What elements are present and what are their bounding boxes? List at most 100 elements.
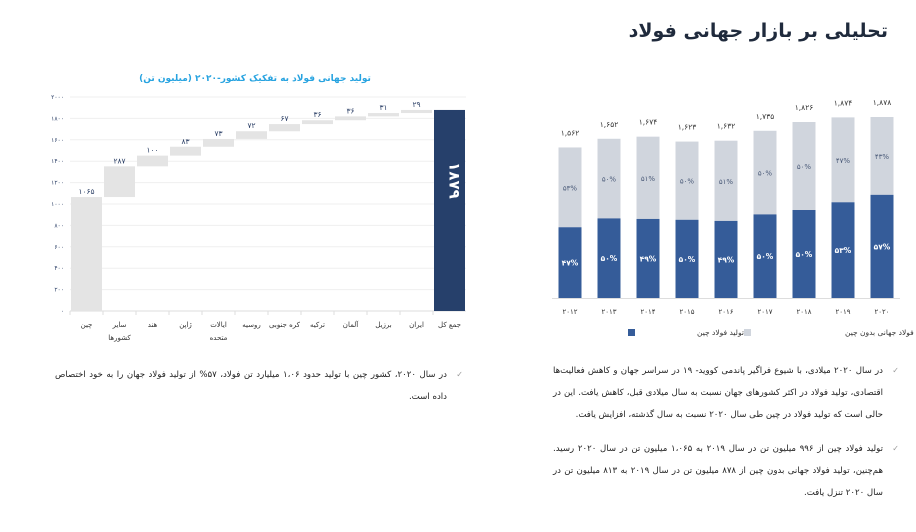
bar-segment-world-excl-china [558, 147, 582, 228]
total-label: ۱,۶۷۴ [639, 118, 658, 127]
x-tick-label: جمع کل [438, 321, 461, 329]
bar-segment-china [558, 227, 582, 298]
data-label: ۳۶ [313, 110, 321, 119]
share-label: ۵۰% [601, 254, 618, 263]
bar-segment-world-excl-china [714, 140, 738, 221]
x-tick-label: ۲۰۱۵ [679, 308, 694, 316]
x-tick-label: روسیه [242, 321, 261, 329]
check-bullet-icon: ✓ [456, 370, 463, 379]
x-tick-label: ایران [409, 321, 424, 329]
waterfall-bar [71, 197, 102, 311]
y-tick-label: ۸۰۰ [54, 222, 64, 229]
data-label: ۱۰۰ [146, 146, 158, 155]
data-label: ۷۲ [247, 121, 255, 130]
x-tick-label: سایر [112, 321, 127, 329]
waterfall-bar [236, 131, 267, 139]
share-label: ۵۰% [679, 255, 696, 264]
waterfall-bar [302, 120, 333, 125]
share-label: ۴۹% [718, 255, 735, 264]
legend-label-world-excl-china: تولید فولاد جهانی بدون چین [845, 328, 916, 337]
share-label: ۴۷% [562, 259, 579, 268]
total-label: ۱,۶۳۲ [717, 122, 736, 131]
data-label: ۶۷ [280, 114, 288, 123]
share-label: ۵۰% [796, 250, 813, 259]
x-tick-label: چین [81, 321, 93, 329]
x-tick-label: ۲۰۲۰ [874, 308, 889, 316]
waterfall-bar [401, 109, 432, 114]
share-label: ۵۳% [563, 184, 578, 192]
bar-segment-china [831, 202, 855, 298]
share-label: ۵۰% [602, 176, 617, 184]
total-bar [434, 109, 465, 312]
legend-swatch-world-excl-china [744, 329, 751, 336]
y-tick-label: ۱۶۰۰ [51, 137, 64, 144]
paragraph-text: در سال ۲۰۲۰ میلادی، با شیوع فراگیر پاندم… [553, 366, 883, 420]
x-tick-label: ۲۰۱۹ [835, 308, 850, 316]
share-label: ۵۱% [641, 175, 656, 183]
x-tick-label: ۲۰۱۲ [562, 308, 577, 316]
share-label: ۴۳% [875, 153, 890, 161]
bar-segment-world-excl-china [870, 117, 894, 195]
legend-swatch-china [628, 329, 635, 336]
x-tick-label: ۲۰۱۷ [757, 308, 772, 316]
share-label: ۵۰% [758, 170, 773, 178]
waterfall-bar [137, 155, 168, 167]
x-tick-label: هند [148, 321, 158, 329]
x-tick-label: ۲۰۱۴ [640, 308, 655, 316]
x-tick-label: ۲۰۱۶ [718, 308, 733, 316]
y-tick-label: ۲۰۰۰ [51, 94, 64, 101]
bar-segment-world-excl-china [636, 136, 660, 219]
x-tick-label: آلمان [343, 320, 359, 329]
y-tick-label: ۱۸۰۰ [51, 115, 64, 122]
data-label: ۲۸۷ [113, 156, 125, 165]
bar-segment-world-excl-china [675, 141, 699, 220]
data-label: ۳۱ [379, 103, 387, 112]
x-tick-label: برزیل [375, 321, 391, 329]
y-tick-label: ۱۴۰۰ [51, 158, 64, 165]
page-title: تحلیلی بر بازار جهانی فولاد [628, 20, 888, 42]
share-label: ۵۰% [797, 163, 812, 171]
bar-segment-china [870, 194, 894, 298]
waterfall-bar [203, 138, 234, 147]
paragraph-text: تولید فولاد چین از ۹۹۶ میلیون تن در سال … [553, 444, 883, 498]
data-label: ۲۹ [412, 100, 420, 109]
waterfall-bar [104, 166, 135, 198]
x-tick-label: ترکیه [310, 321, 325, 329]
y-tick-label: ۱۲۰۰ [51, 180, 64, 187]
bar-segment-world-excl-china [792, 122, 816, 211]
total-label: ۱,۶۵۲ [600, 120, 619, 129]
paragraph-covid-impact: ✓ در سال ۲۰۲۰ میلادی، با شیوع فراگیر پاند… [553, 360, 899, 426]
waterfall-bar [335, 116, 366, 121]
bar-segment-world-excl-china [597, 138, 621, 219]
bar-segment-china [714, 220, 738, 298]
x-tick-label: کره جنوبی [269, 321, 301, 329]
data-label: ۸۳ [181, 137, 189, 146]
x-tick-label: ۲۰۱۳ [601, 308, 616, 316]
y-tick-label: ۲۰۰ [54, 287, 64, 294]
bar-segment-world-excl-china [753, 130, 777, 215]
y-tick-label: ۱۰۰۰ [51, 201, 64, 208]
data-label: ۳۶ [346, 106, 354, 115]
share-label: ۵۱% [719, 178, 734, 186]
total-label: ۱,۸۷۴ [834, 98, 853, 107]
total-label: ۱,۷۳۵ [756, 112, 775, 121]
paragraph-text: در سال ۲۰۲۰، کشور چین با تولید حدود ۱،۰۶… [55, 370, 447, 402]
share-label: ۴۷% [836, 157, 851, 165]
total-label: ۱,۵۶۲ [561, 128, 580, 137]
share-label: ۵۰% [757, 252, 774, 261]
share-label: ۵۷% [874, 242, 891, 251]
waterfall-bar [269, 124, 300, 132]
legend-label-china: تولید فولاد چین [697, 328, 744, 337]
bar-segment-world-excl-china [831, 117, 855, 203]
share-label: ۵۰% [680, 178, 695, 186]
check-bullet-icon: ✓ [892, 444, 899, 453]
total-label: ۱,۸۲۶ [795, 103, 814, 112]
waterfall-bar [170, 146, 201, 156]
x-tick-label: کشورها [108, 334, 131, 342]
bar-segment-china [792, 210, 816, 298]
x-tick-label: ژاپن [179, 321, 192, 329]
y-tick-label: ۴۰۰ [54, 265, 64, 272]
data-label: ۷۳ [214, 129, 222, 138]
